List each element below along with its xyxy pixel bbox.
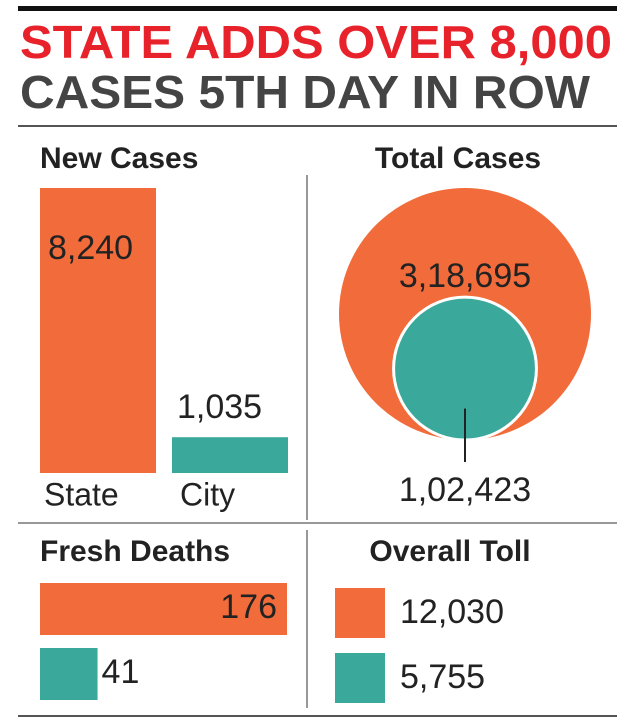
- value-label: 1,035: [177, 388, 262, 426]
- value-label: 176: [220, 588, 277, 626]
- value-label: 41: [102, 653, 140, 691]
- headline: STATE ADDS OVER 8,000: [20, 16, 612, 68]
- legend-swatch: [335, 588, 385, 638]
- bar: [40, 648, 98, 700]
- value-label: 12,030: [400, 593, 504, 631]
- value-label: 3,18,695: [399, 257, 531, 295]
- top-rule: [18, 6, 617, 11]
- bar: [172, 437, 288, 473]
- panel-title: Total Cases: [375, 142, 541, 175]
- value-label: 1,02,423: [399, 471, 531, 509]
- subheadline: CASES 5TH DAY IN ROW: [20, 66, 591, 118]
- category-label: City: [180, 476, 235, 512]
- panel-title: Overall Toll: [369, 535, 530, 568]
- bar: [40, 188, 156, 473]
- value-label: 8,240: [48, 229, 133, 267]
- panel-title: New Cases: [40, 142, 198, 175]
- value-label: 5,755: [400, 658, 485, 696]
- category-label: State: [44, 476, 119, 512]
- panel-title: Fresh Deaths: [40, 535, 230, 568]
- bar: [40, 583, 287, 635]
- legend-swatch: [335, 653, 385, 703]
